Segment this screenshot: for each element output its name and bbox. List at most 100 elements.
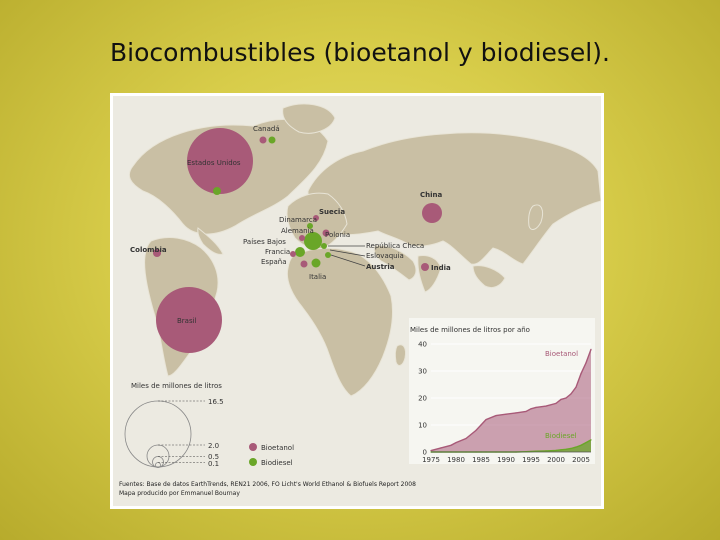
data-point-bioetanol (525, 410, 527, 413)
arabia-india-land (373, 245, 442, 293)
data-point-bioetanol (505, 413, 507, 415)
data-point-bioetanol (495, 415, 497, 417)
series-area-biodiesel (431, 439, 591, 452)
data-point-bioetanol (480, 424, 482, 426)
eurasia-land (307, 132, 601, 265)
bubble-china[interactable] (422, 203, 442, 223)
greenland-land (282, 103, 336, 134)
data-point-bioetanol (555, 402, 557, 404)
label-china: China (420, 191, 443, 199)
bubble-italia[interactable] (311, 258, 321, 268)
label-rep-checa: República Checa (366, 242, 424, 250)
data-point-biodiesel (535, 450, 537, 452)
label-colombia: Colombia (130, 246, 167, 254)
data-point-bioetanol (580, 373, 582, 375)
legend-bioetanol-label: Bioetanol (261, 444, 294, 452)
data-point-bioetanol (560, 398, 562, 400)
x-tick-labels: 1975 1980 1985 1990 1995 2000 2005 (422, 456, 590, 464)
bubble-francia[interactable] (295, 247, 305, 257)
label-austria: Austria (366, 263, 395, 271)
data-point-biodiesel (560, 449, 562, 451)
label-usa: Estados Unidos (187, 159, 241, 167)
data-point-biodiesel (590, 439, 592, 441)
label-alemania: Alemania (281, 227, 314, 235)
data-point-bioetanol (545, 405, 547, 407)
y-tick-label: 40 (418, 341, 427, 349)
data-point-bioetanol (450, 444, 452, 446)
data-point-bioetanol (440, 447, 442, 449)
chart-title: Miles de millones de litros por año (410, 326, 530, 334)
southeast-asia-land (472, 265, 506, 289)
x-tick-label: 1995 (522, 456, 540, 464)
y-tick-label: 0 (423, 449, 427, 457)
figure-panel: Canadá Estados Unidos China Suecia Dinam… (110, 93, 604, 509)
slide-title: Biocombustibles (bioetanol y biodiesel). (110, 38, 610, 67)
data-point-biodiesel (555, 449, 557, 451)
size-legend: Miles de millones de litros 16.5 2.0 0.5… (124, 382, 224, 468)
label-brasil: Brasil (177, 317, 197, 325)
madagascar-land (394, 344, 406, 366)
label-paises-bajos: Países Bajos (243, 238, 286, 246)
bubble-canada[interactable] (259, 136, 267, 144)
data-point-bioetanol (475, 429, 477, 431)
label-india: India (431, 264, 451, 272)
data-point-biodiesel (545, 450, 547, 452)
legend-biodiesel-swatch (249, 458, 257, 466)
label-polonia: Polonia (325, 231, 350, 239)
bubble-suecia[interactable] (313, 215, 319, 221)
source-line-2: Mapa producido por Emmanuel Bournay (119, 490, 240, 497)
x-tick-label: 1985 (472, 456, 490, 464)
label-espana: España (261, 258, 287, 266)
y-tick-label: 20 (418, 395, 427, 403)
data-point-biodiesel (580, 444, 582, 446)
bubble-dinamarca[interactable] (307, 223, 313, 229)
production-chart: Miles de millones de litros por año 0 10 2… (409, 318, 595, 464)
data-point-bioetanol (590, 348, 592, 350)
data-point-bioetanol (530, 408, 532, 410)
bubble-austria[interactable] (325, 252, 331, 258)
size-16-5: 16.5 (208, 398, 224, 406)
label-suecia: Suecia (319, 208, 345, 216)
bubble-colombia[interactable] (153, 249, 161, 257)
label-francia: Francia (265, 248, 290, 256)
series-label-bioetanol: Bioetanol (545, 350, 578, 358)
size-0-5: 0.5 (208, 453, 219, 461)
legend-biodiesel-label: Biodiesel (261, 459, 293, 467)
data-point-bioetanol (535, 406, 537, 408)
size-legend-title: Miles de millones de litros (131, 382, 222, 390)
x-tick-label: 1990 (497, 456, 515, 464)
bubble-francia-etanol[interactable] (290, 251, 296, 257)
bubble-usa-biodiesel[interactable] (213, 187, 221, 195)
bubble-polonia[interactable] (322, 229, 330, 237)
bubble-brasil[interactable] (156, 287, 222, 353)
map-bubbles (153, 128, 442, 353)
bubble-alemania-etanol[interactable] (299, 235, 305, 241)
x-tick-label: 1975 (422, 456, 440, 464)
bubble-canada-biodiesel[interactable] (268, 136, 276, 144)
data-point-bioetanol (430, 450, 432, 452)
data-point-bioetanol (565, 397, 567, 399)
biofuels-map: Canadá Estados Unidos China Suecia Dinam… (113, 96, 601, 506)
data-point-biodiesel (575, 446, 577, 448)
data-point-biodiesel (585, 442, 587, 444)
japan-land (528, 204, 544, 230)
legend-bioetanol-swatch (249, 443, 257, 451)
x-tick-label: 2005 (572, 456, 590, 464)
data-point-bioetanol (575, 386, 577, 388)
label-eslovaquia: Eslovaquia (366, 252, 404, 260)
source-line-1: Fuentes: Base de datos EarthTrends, REN2… (119, 481, 416, 488)
data-point-bioetanol (570, 393, 572, 395)
data-point-bioetanol (455, 442, 457, 444)
data-point-bioetanol (485, 419, 487, 421)
bubble-usa[interactable] (187, 128, 253, 194)
data-point-bioetanol (515, 412, 517, 414)
x-tick-label: 1980 (447, 456, 465, 464)
bubble-alemania[interactable] (304, 232, 322, 250)
size-2-0: 2.0 (208, 442, 219, 450)
y-tick-label: 30 (418, 368, 427, 376)
data-point-biodiesel (565, 448, 567, 450)
bubble-rep-checa[interactable] (321, 243, 327, 249)
y-tick-label: 10 (418, 422, 427, 430)
bubble-espana[interactable] (300, 260, 308, 268)
bubble-india[interactable] (421, 263, 429, 271)
